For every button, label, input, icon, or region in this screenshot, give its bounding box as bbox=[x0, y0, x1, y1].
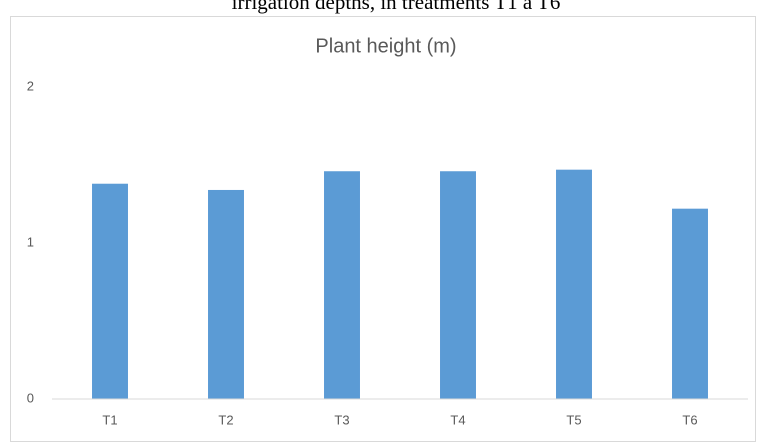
bar bbox=[556, 169, 592, 399]
bar bbox=[672, 208, 708, 399]
chart-frame bbox=[10, 16, 756, 442]
bar bbox=[92, 183, 128, 399]
bar bbox=[440, 171, 476, 399]
bar bbox=[324, 171, 360, 399]
y-tick-label: 2 bbox=[27, 78, 34, 93]
x-tick-label: T3 bbox=[334, 412, 349, 427]
bar bbox=[208, 189, 244, 399]
caption: irrigation depths, in treatments T1 a T6 bbox=[232, 0, 561, 14]
x-tick-label: T2 bbox=[218, 412, 233, 427]
x-tick-label: T5 bbox=[566, 412, 581, 427]
chart-title: Plant height (m) bbox=[315, 35, 456, 57]
x-tick-label: T4 bbox=[450, 412, 465, 427]
x-tick-label: T6 bbox=[682, 412, 697, 427]
y-tick-label: 0 bbox=[27, 390, 34, 405]
y-tick-label: 1 bbox=[27, 234, 34, 249]
x-tick-label: T1 bbox=[102, 412, 117, 427]
